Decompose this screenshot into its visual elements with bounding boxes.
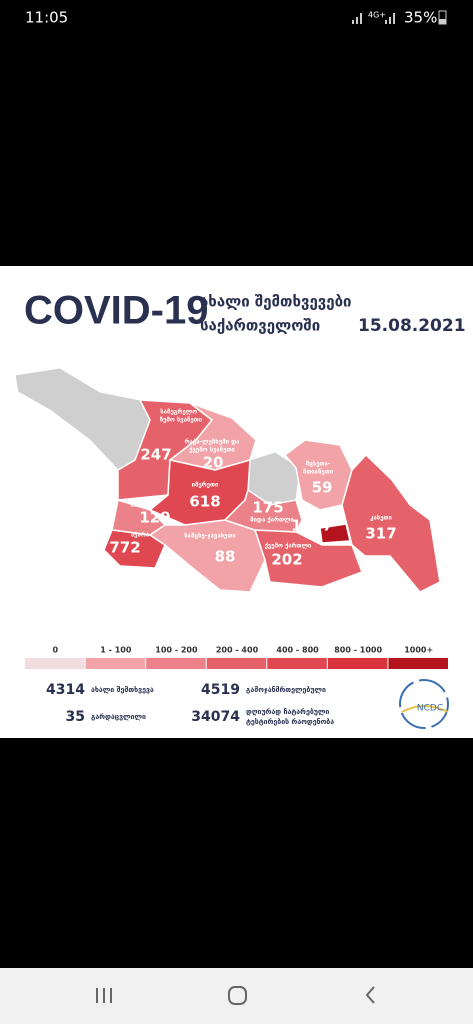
back-button[interactable] bbox=[365, 986, 375, 1004]
stat-value: 35 bbox=[66, 709, 85, 725]
date: 15.08.2021 bbox=[358, 316, 466, 336]
legend-swatch bbox=[146, 658, 206, 669]
subtitle: ახალი შემთხვევები bbox=[200, 293, 351, 311]
logo-text: NCDC bbox=[417, 704, 443, 714]
region-name: ქვემო ქართლი bbox=[265, 543, 312, 550]
region-name: კახეთი bbox=[370, 515, 392, 522]
legend-label: 1 - 100 bbox=[100, 646, 132, 655]
region-name: სამცხე-ჯავახეთი bbox=[184, 533, 236, 540]
stat-value: 34074 bbox=[191, 709, 240, 725]
legend: 0 1 - 100 100 - 200 200 - 400 400 - 800 800 -… bbox=[25, 646, 448, 669]
legend-swatch bbox=[206, 658, 267, 669]
region bbox=[253, 529, 363, 588]
map: სამეგრელო -ზემო სვანეთი 247 რაჭა-ლეჩხუმი დ… bbox=[103, 399, 441, 593]
region-name: აჭარა bbox=[131, 532, 150, 539]
logo: NCDC bbox=[399, 679, 449, 729]
region-name: რაჭა-ლეჩხუმი და bbox=[185, 439, 240, 446]
signal-icon bbox=[352, 13, 395, 24]
region-value: 88 bbox=[215, 548, 236, 566]
region-value: 317 bbox=[365, 525, 396, 543]
region-name: იმერეთი bbox=[192, 482, 219, 489]
region bbox=[319, 523, 351, 544]
stat-label: ტესტირების რაოდენობა bbox=[246, 718, 334, 726]
legend-swatch bbox=[85, 658, 146, 669]
subtitle: საქართველოში bbox=[200, 317, 320, 335]
stat-label: გარდაცვლილი bbox=[91, 713, 146, 721]
stat-label: ახალი შემთხვევა bbox=[91, 686, 154, 694]
stat-value: 4519 bbox=[201, 682, 240, 698]
stat-label: დღიურად ჩატარებული bbox=[246, 708, 329, 716]
region bbox=[148, 519, 266, 593]
stat-label: გამოჯანმრთელებული bbox=[246, 686, 326, 694]
region-value: 129 bbox=[139, 509, 170, 527]
nav-bar bbox=[0, 968, 473, 1024]
legend-label: 100 - 200 bbox=[155, 646, 198, 655]
region-value: 618 bbox=[189, 493, 220, 511]
region-name: სამეგრელო - bbox=[160, 409, 202, 416]
legend-swatch bbox=[25, 658, 85, 669]
region-value: 1687 bbox=[291, 517, 333, 535]
recent-apps-button[interactable] bbox=[96, 988, 112, 1003]
region-name: მთიანეთი bbox=[303, 469, 334, 476]
legend-swatch bbox=[388, 658, 448, 669]
legend-swatch bbox=[327, 658, 388, 669]
region-value: 247 bbox=[140, 446, 171, 464]
region-value: 202 bbox=[271, 551, 302, 569]
region-name: გურია bbox=[131, 501, 151, 508]
legend-label: 800 - 1000 bbox=[334, 646, 382, 655]
region bbox=[223, 488, 303, 533]
region-name: ქვემო სვანეთი bbox=[189, 447, 235, 454]
region-value: 772 bbox=[109, 539, 140, 557]
region-name: შიდა ქართლი bbox=[250, 517, 294, 524]
region-value: 20 bbox=[203, 454, 224, 472]
legend-label: 1000+ bbox=[404, 646, 433, 655]
title: COVID-19 bbox=[24, 289, 209, 333]
status-network: 4G+ bbox=[368, 11, 386, 20]
region-name: მცხეთა- bbox=[306, 461, 331, 468]
region-name: თბილისი bbox=[306, 512, 335, 519]
stat-value: 4314 bbox=[46, 682, 85, 698]
region-name: ზემო სვანეთი bbox=[160, 417, 203, 424]
legend-label: 0 bbox=[52, 646, 58, 655]
legend-swatch bbox=[267, 658, 327, 669]
legend-label: 200 - 400 bbox=[216, 646, 259, 655]
home-button[interactable] bbox=[228, 986, 247, 1005]
legend-label: 400 - 800 bbox=[276, 646, 319, 655]
region-value: 59 bbox=[312, 479, 333, 497]
stats: 4314 ახალი შემთხვევა 4519 გამოჯანმრთელებული… bbox=[46, 682, 334, 726]
status-battery: 35% bbox=[404, 9, 437, 27]
region bbox=[341, 453, 441, 593]
region-value: 175 bbox=[252, 499, 283, 517]
battery-icon bbox=[438, 10, 447, 25]
status-time: 11:05 bbox=[25, 9, 68, 27]
